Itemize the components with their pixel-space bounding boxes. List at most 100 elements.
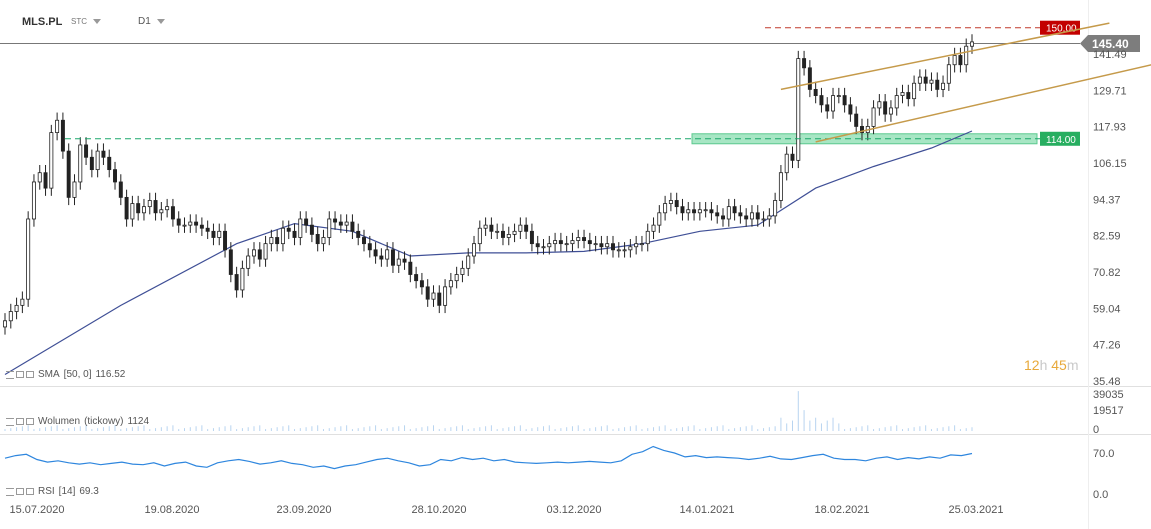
candle[interactable] xyxy=(234,266,239,298)
candle[interactable] xyxy=(570,232,575,252)
candle[interactable] xyxy=(547,235,552,255)
candle[interactable] xyxy=(796,50,801,169)
candle[interactable] xyxy=(582,229,587,249)
candle[interactable] xyxy=(761,211,766,227)
candle[interactable] xyxy=(217,223,222,246)
candle[interactable] xyxy=(483,217,488,236)
timeframe-chevron-down-icon[interactable] xyxy=(157,19,165,24)
candle[interactable] xyxy=(107,149,112,178)
candle[interactable] xyxy=(367,235,372,258)
candle[interactable] xyxy=(153,192,158,221)
candle[interactable] xyxy=(639,235,644,252)
candle[interactable] xyxy=(883,94,888,122)
candle[interactable] xyxy=(37,164,42,190)
candle[interactable] xyxy=(744,208,749,227)
candle[interactable] xyxy=(419,272,424,295)
candle[interactable] xyxy=(506,226,511,246)
candle[interactable] xyxy=(958,47,963,73)
candle[interactable] xyxy=(634,235,639,255)
candle[interactable] xyxy=(593,235,598,252)
candle[interactable] xyxy=(697,202,702,221)
candle[interactable] xyxy=(535,235,540,255)
candle[interactable] xyxy=(802,50,807,76)
candle[interactable] xyxy=(686,202,691,221)
candle[interactable] xyxy=(188,214,193,233)
candle[interactable] xyxy=(263,235,268,267)
candle[interactable] xyxy=(929,72,934,91)
candle[interactable] xyxy=(964,38,969,73)
eye-icon[interactable] xyxy=(6,417,14,426)
candle[interactable] xyxy=(390,242,395,273)
candle[interactable] xyxy=(605,235,610,255)
candle[interactable] xyxy=(900,84,905,104)
candle[interactable] xyxy=(228,242,233,283)
eye-icon[interactable] xyxy=(6,487,14,496)
candle[interactable] xyxy=(587,232,592,252)
candle[interactable] xyxy=(946,57,951,91)
candle[interactable] xyxy=(489,217,494,240)
candle[interactable] xyxy=(55,112,60,141)
candle[interactable] xyxy=(558,232,563,252)
candle[interactable] xyxy=(854,106,859,135)
candle[interactable] xyxy=(721,208,725,227)
candle[interactable] xyxy=(616,242,621,258)
candle[interactable] xyxy=(831,87,836,119)
close-icon[interactable] xyxy=(26,418,34,425)
candle[interactable] xyxy=(176,211,181,233)
candle[interactable] xyxy=(101,143,106,165)
candle[interactable] xyxy=(825,97,830,119)
candle[interactable] xyxy=(663,195,668,221)
candle[interactable] xyxy=(553,232,558,252)
candle[interactable] xyxy=(888,100,893,122)
candle[interactable] xyxy=(165,198,170,218)
candle[interactable] xyxy=(20,291,25,314)
candle[interactable] xyxy=(350,214,355,240)
candle[interactable] xyxy=(72,174,77,206)
candle[interactable] xyxy=(147,192,152,215)
candle[interactable] xyxy=(269,229,274,252)
candle[interactable] xyxy=(819,87,824,113)
candle[interactable] xyxy=(327,211,332,246)
candle[interactable] xyxy=(443,279,448,314)
candle[interactable] xyxy=(518,217,523,240)
rsi-indicator-label[interactable]: RSI [14] 69.3 xyxy=(6,486,99,497)
symbol-label[interactable]: MLS.PL xyxy=(22,16,63,28)
candle[interactable] xyxy=(60,112,65,159)
candle[interactable] xyxy=(321,229,326,252)
candle[interactable] xyxy=(755,205,760,227)
candle[interactable] xyxy=(894,87,899,116)
candle[interactable] xyxy=(917,69,922,91)
candle[interactable] xyxy=(784,146,789,181)
candle[interactable] xyxy=(726,198,731,227)
close-icon[interactable] xyxy=(26,371,34,378)
candle[interactable] xyxy=(344,214,349,233)
candle[interactable] xyxy=(136,195,141,221)
candle[interactable] xyxy=(941,75,946,98)
candle[interactable] xyxy=(240,260,245,298)
candle[interactable] xyxy=(692,202,697,221)
candle[interactable] xyxy=(773,192,778,224)
candle[interactable] xyxy=(199,217,204,236)
candle[interactable] xyxy=(599,235,604,255)
candle[interactable] xyxy=(211,223,216,246)
candle[interactable] xyxy=(668,192,673,212)
candle[interactable] xyxy=(205,220,210,240)
candle[interactable] xyxy=(3,313,7,335)
candle[interactable] xyxy=(935,72,940,98)
candle[interactable] xyxy=(373,242,378,264)
candle[interactable] xyxy=(194,214,199,233)
candle[interactable] xyxy=(738,205,743,224)
candle[interactable] xyxy=(477,220,482,252)
candle[interactable] xyxy=(396,251,401,273)
candle[interactable] xyxy=(280,220,285,252)
price-type-label[interactable]: STC xyxy=(71,17,87,26)
candle[interactable] xyxy=(778,164,783,209)
candle[interactable] xyxy=(414,266,419,289)
candle[interactable] xyxy=(703,202,708,218)
candle[interactable] xyxy=(813,81,818,104)
candle[interactable] xyxy=(408,254,413,283)
candle[interactable] xyxy=(275,229,280,252)
candle[interactable] xyxy=(790,146,795,169)
volume-indicator-label[interactable]: Wolumen (tickowy) 1124 xyxy=(6,416,149,427)
candle[interactable] xyxy=(674,192,679,215)
